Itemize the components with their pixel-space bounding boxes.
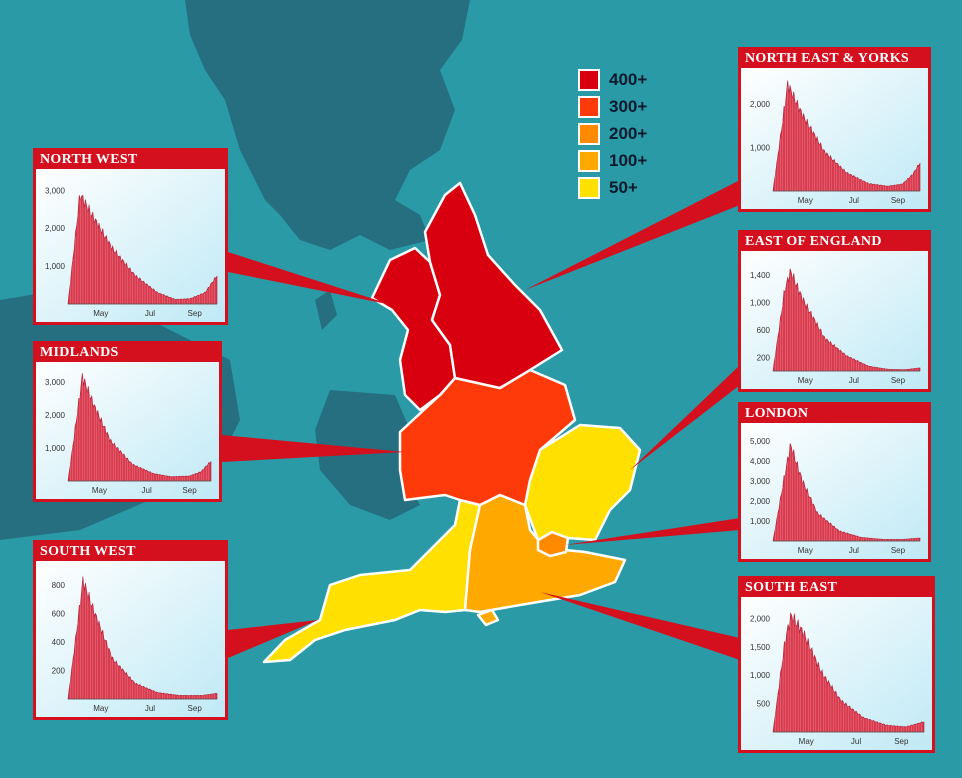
x-tick-label: Jul: [145, 704, 155, 713]
y-tick-label: 1,400: [750, 271, 771, 280]
y-tick-label: 2,000: [750, 497, 771, 506]
scotland-landmass: [185, 0, 470, 250]
y-tick-label: 1,000: [750, 671, 771, 680]
x-tick-label: May: [93, 309, 108, 318]
legend-swatch: [578, 176, 600, 199]
legend-item: 300+: [578, 93, 647, 120]
x-tick-label: May: [798, 376, 813, 385]
y-tick-label: 1,000: [45, 444, 66, 453]
x-tick-label: Sep: [891, 546, 906, 555]
y-tick-label: 3,000: [45, 378, 66, 387]
pointer-east-of-england: [630, 365, 740, 470]
panel-north-east-yorks: NORTH EAST & YORKS 1,000 2,000 May Jul Sep: [738, 47, 931, 212]
y-tick-label: 2,000: [750, 100, 771, 109]
legend-swatch: [578, 122, 600, 145]
y-tick-label: 1,000: [750, 298, 771, 307]
x-tick-label: May: [798, 546, 813, 555]
y-tick-label: 2,000: [45, 411, 66, 420]
panel-midlands: MIDLANDS 1,000 2,000 3,000 May Jul Sep: [33, 341, 222, 502]
legend-swatch: [578, 68, 600, 91]
y-tick-label: 400: [52, 638, 66, 647]
legend-label: 50+: [609, 177, 638, 197]
x-tick-label: Sep: [182, 486, 197, 495]
x-tick-label: Jul: [851, 737, 861, 746]
legend-item: 400+: [578, 66, 647, 93]
mini-chart: 200 400 600 800 May Jul Sep: [36, 561, 225, 717]
pointer-south-west: [228, 620, 318, 658]
mini-chart: 1,000 2,000 3,000 May Jul Sep: [36, 362, 219, 499]
pointer-london: [565, 518, 740, 545]
wales-landmass: [315, 390, 420, 520]
panel-south-west: SOUTH WEST 200 400 600 800 May Jul Sep: [33, 540, 228, 720]
mini-chart: 1,000 2,000 May Jul Sep: [741, 68, 928, 209]
pointer-north-west: [228, 252, 392, 305]
y-tick-label: 1,000: [750, 517, 771, 526]
pointer-north-east-yorks: [525, 180, 740, 290]
region-north-east-yorks: [423, 181, 564, 390]
mini-chart: 1,000 2,000 3,000 4,000 5,000 May Jul Sep: [741, 423, 928, 559]
legend-swatch: [578, 149, 600, 172]
legend-swatch: [578, 95, 600, 118]
x-tick-label: Jul: [849, 546, 859, 555]
x-tick-label: May: [93, 704, 108, 713]
pointer-midlands: [222, 435, 405, 462]
legend-label: 300+: [609, 96, 648, 116]
y-tick-label: 1,000: [45, 262, 66, 271]
y-tick-label: 200: [52, 667, 66, 676]
y-tick-label: 5,000: [750, 437, 771, 446]
y-tick-label: 600: [52, 610, 66, 619]
legend: 400+ 300+ 200+ 100+ 50+: [578, 66, 647, 201]
x-tick-label: Sep: [894, 737, 909, 746]
y-tick-label: 2,000: [45, 224, 66, 233]
x-tick-label: Jul: [849, 376, 859, 385]
panel-title: SOUTH WEST: [36, 543, 225, 561]
panel-title: LONDON: [741, 405, 928, 423]
y-tick-label: 2,000: [750, 614, 771, 623]
legend-item: 100+: [578, 147, 647, 174]
legend-label: 200+: [609, 123, 648, 143]
panel-east-of-england: EAST OF ENGLAND 200 600 1,000 1,400 May Jul Se…: [738, 230, 931, 392]
panel-title: NORTH EAST & YORKS: [741, 50, 928, 68]
x-tick-label: Sep: [188, 309, 203, 318]
x-tick-label: May: [92, 486, 107, 495]
panel-title: SOUTH EAST: [741, 579, 932, 597]
y-tick-label: 200: [757, 353, 771, 362]
x-tick-label: Jul: [849, 196, 859, 205]
mini-chart: 200 600 1,000 1,400 May Jul Sep: [741, 251, 928, 389]
isle-of-man: [315, 290, 337, 330]
x-tick-label: Jul: [142, 486, 152, 495]
panel-london: LONDON 1,000 2,000 3,000 4,000 5,000 May Jul Se…: [738, 402, 931, 562]
y-tick-label: 1,000: [750, 144, 771, 153]
legend-label: 400+: [609, 69, 648, 89]
x-tick-label: Jul: [145, 309, 155, 318]
x-tick-label: Sep: [891, 196, 906, 205]
y-tick-label: 4,000: [750, 457, 771, 466]
legend-item: 50+: [578, 174, 647, 201]
y-tick-label: 800: [52, 581, 66, 590]
y-tick-label: 1,500: [750, 643, 771, 652]
panel-north-west: NORTH WEST 1,000 2,000 3,000 May Jul Sep: [33, 148, 228, 325]
x-tick-label: May: [799, 737, 814, 746]
panel-title: MIDLANDS: [36, 344, 219, 362]
panel-south-east: SOUTH EAST 500 1,000 1,500 2,000 May Jul Sep: [738, 576, 935, 753]
y-tick-label: 3,000: [750, 477, 771, 486]
x-tick-label: Sep: [188, 704, 203, 713]
x-tick-label: Sep: [891, 376, 906, 385]
legend-label: 100+: [609, 150, 648, 170]
y-tick-label: 500: [757, 700, 771, 709]
y-tick-label: 600: [757, 326, 771, 335]
isle-of-wight: [476, 608, 500, 627]
panel-title: EAST OF ENGLAND: [741, 233, 928, 251]
region-south-west: [262, 498, 482, 664]
legend-item: 200+: [578, 120, 647, 147]
panel-title: NORTH WEST: [36, 151, 225, 169]
pointer-south-east: [540, 592, 740, 660]
mini-chart: 1,000 2,000 3,000 May Jul Sep: [36, 169, 225, 322]
x-tick-label: May: [798, 196, 813, 205]
y-tick-label: 3,000: [45, 186, 66, 195]
mini-chart: 500 1,000 1,500 2,000 May Jul Sep: [741, 597, 932, 750]
